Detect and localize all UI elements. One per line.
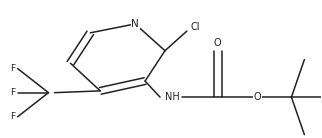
Text: O: O (214, 38, 222, 48)
Text: F: F (10, 112, 15, 121)
Text: NH: NH (165, 92, 179, 102)
Text: O: O (254, 92, 261, 102)
Text: F: F (10, 88, 15, 97)
Text: F: F (10, 64, 15, 73)
Text: Cl: Cl (190, 22, 200, 32)
Text: N: N (131, 19, 139, 29)
